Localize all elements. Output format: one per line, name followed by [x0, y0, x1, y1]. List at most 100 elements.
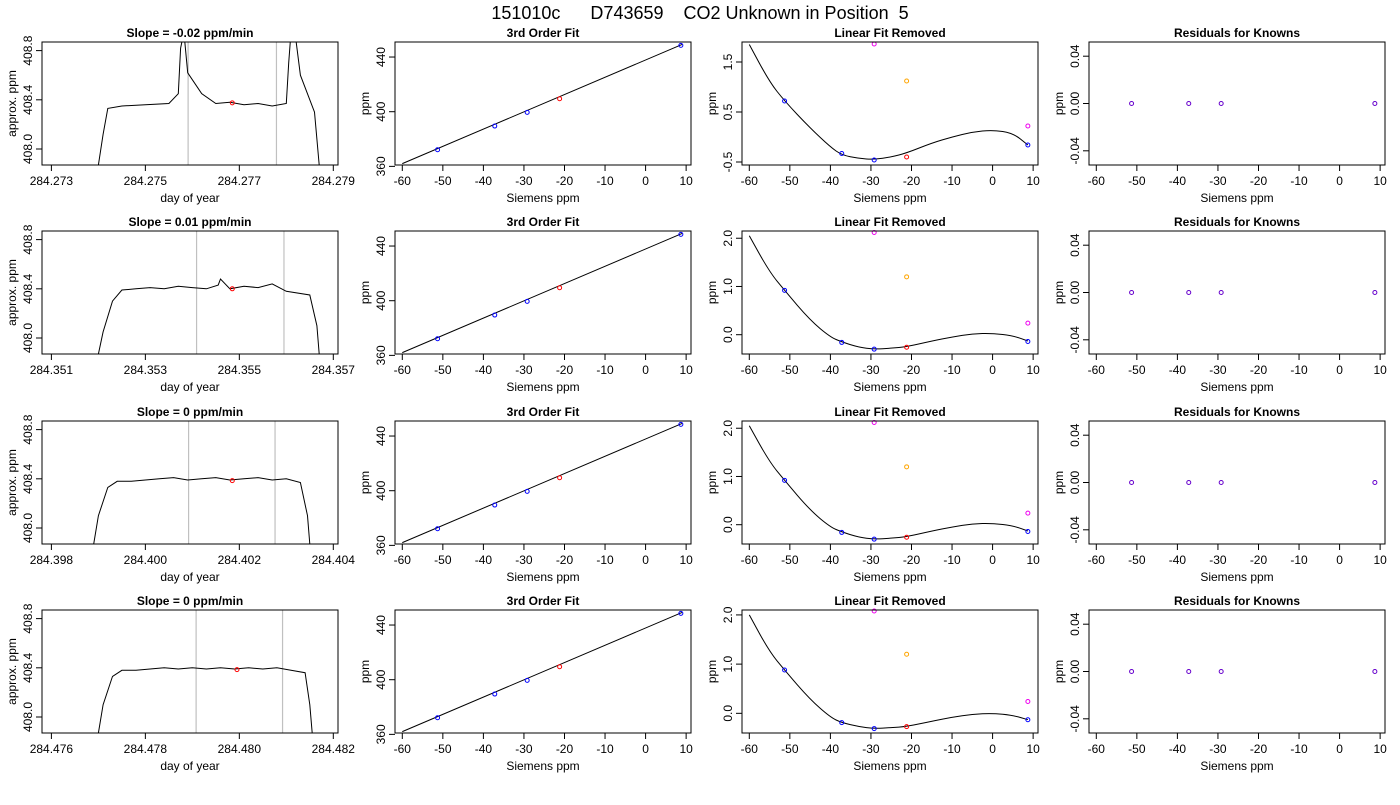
unknown-marker [229, 100, 235, 106]
y-axis-label: ppm [705, 281, 719, 304]
x-tick-label: 10 [1373, 363, 1387, 377]
x-tick-label: -40 [822, 553, 840, 567]
x-tick-label: -10 [1290, 742, 1308, 756]
plot-area [748, 235, 1029, 350]
data-point [839, 720, 845, 726]
y-tick-label: 360 [374, 345, 388, 365]
data-point [1025, 510, 1031, 516]
x-tick-label: -30 [862, 553, 880, 567]
plot-frame [41, 609, 339, 734]
x-tick-label: 284.400 [124, 553, 168, 567]
x-tick-label: -10 [943, 742, 961, 756]
x-tick-label: -40 [475, 174, 493, 188]
data-point [904, 534, 910, 540]
y-tick-label: 1.0 [721, 468, 735, 485]
plot-frame [741, 609, 1039, 734]
x-tick-label: -60 [394, 553, 412, 567]
panel-1-3: Linear Fit Removed -60 -50 -40 -30 -20 -10 0 10 -… [705, 26, 1040, 205]
data-point [871, 608, 877, 614]
x-tick-label: -30 [1209, 174, 1227, 188]
y-tick-label: 2.0 [721, 606, 735, 623]
y-tick-label: 400 [374, 669, 388, 689]
panel-2-1: Slope = 0.01 ppm/min 284.351 284.353 284.35… [5, 215, 355, 394]
data-point [904, 274, 910, 280]
x-tick-label: -20 [903, 174, 921, 188]
x-tick-label: 10 [679, 363, 693, 377]
y-tick-label: 2.0 [721, 420, 735, 437]
x-axis-label: Siemens ppm [1200, 570, 1273, 584]
plot-frame [741, 230, 1039, 355]
y-tick-label: 0.00 [1068, 91, 1082, 115]
x-tick-label: -40 [1169, 553, 1187, 567]
x-tick-label: -20 [1250, 742, 1268, 756]
data-point [904, 651, 910, 657]
panel-3-3: Linear Fit Removed -60 -50 -40 -30 -20 -10 0 10 0… [705, 405, 1040, 584]
x-tick-label: -50 [434, 553, 452, 567]
y-tick-label: 408.4 [21, 84, 35, 114]
x-tick-label: -40 [1169, 742, 1187, 756]
x-tick-label: -50 [781, 742, 799, 756]
data-point [839, 529, 845, 535]
x-tick-label: -30 [1209, 363, 1227, 377]
figure-title: 151010c D743659 CO2 Unknown in Position … [491, 3, 908, 23]
y-axis-label: ppm [358, 92, 372, 115]
y-axis-label: approx. ppm [5, 449, 19, 516]
fit-curve [748, 425, 1029, 540]
x-tick-label: -60 [394, 742, 412, 756]
x-tick-label: -10 [1290, 174, 1308, 188]
y-tick-label: 440 [374, 426, 388, 446]
y-axis-label: approx. ppm [5, 70, 19, 137]
x-tick-label: -40 [475, 742, 493, 756]
y-tick-label: 408.4 [21, 463, 35, 493]
x-tick-label: -10 [596, 174, 614, 188]
y-tick-label: -0.5 [721, 151, 735, 172]
x-tick-label: 0 [642, 553, 649, 567]
y-tick-label: 408.0 [21, 513, 35, 543]
x-tick-label: -10 [1290, 553, 1308, 567]
y-tick-label: 1.5 [721, 53, 735, 70]
x-tick-label: -50 [1128, 174, 1146, 188]
x-tick-label: -40 [1169, 174, 1187, 188]
y-tick-label: 360 [374, 156, 388, 176]
y-axis-label: approx. ppm [5, 638, 19, 705]
x-tick-label: -40 [475, 553, 493, 567]
x-tick-label: 284.355 [218, 363, 262, 377]
y-tick-label: 440 [374, 236, 388, 256]
data-point [782, 477, 788, 483]
y-tick-label: 408.8 [21, 414, 35, 444]
x-tick-label: -30 [515, 553, 533, 567]
panel-2-4: Residuals for Knowns -60 -50 -40 -30 -20 -10 0 1… [1052, 215, 1387, 394]
x-tick-label: -20 [903, 553, 921, 567]
x-tick-label: -20 [1250, 363, 1268, 377]
y-tick-label: 0.00 [1068, 470, 1082, 494]
plot-frame [394, 230, 692, 355]
x-tick-label: 284.404 [312, 553, 356, 567]
x-axis-label: day of year [160, 759, 219, 773]
data-point [1025, 123, 1031, 129]
y-tick-label: 408.4 [21, 273, 35, 303]
x-tick-label: -10 [596, 363, 614, 377]
x-tick-label: -40 [1169, 363, 1187, 377]
x-axis-label: Siemens ppm [506, 380, 579, 394]
plot-frame [394, 41, 692, 166]
y-axis-label: ppm [1052, 471, 1066, 494]
data-point [557, 664, 563, 670]
plot-frame [1088, 609, 1386, 734]
panel-title: Linear Fit Removed [834, 594, 945, 608]
y-tick-label: 408.0 [21, 323, 35, 353]
x-tick-label: 284.480 [218, 742, 262, 756]
plot-frame [1088, 41, 1386, 166]
unknown-marker [229, 286, 235, 292]
y-axis-label: approx. ppm [5, 259, 19, 326]
y-tick-label: -0.04 [1068, 516, 1082, 544]
plot-area [748, 44, 1029, 160]
data-point [904, 724, 910, 730]
x-tick-label: -30 [1209, 553, 1227, 567]
x-tick-label: -10 [943, 553, 961, 567]
y-tick-label: 408.8 [21, 603, 35, 633]
x-tick-label: -60 [741, 553, 759, 567]
x-tick-label: 0 [642, 742, 649, 756]
panel-title: Slope = 0 ppm/min [137, 594, 243, 608]
x-tick-label: -60 [1088, 742, 1106, 756]
